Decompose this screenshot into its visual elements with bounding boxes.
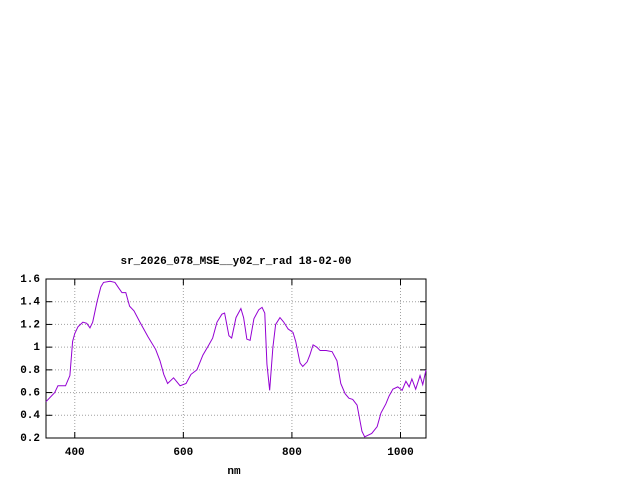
x-tick-label: 800 [282, 447, 302, 459]
y-tick-label: 1 [33, 342, 40, 354]
x-tick-label: 400 [65, 447, 85, 459]
chart-title: sr_2026_078_MSE__y02_r_rad 18-02-00 [120, 256, 351, 268]
y-tick-label: 1.2 [20, 319, 40, 331]
x-axis-label: nm [227, 466, 241, 478]
x-tick-label: 1000 [387, 447, 413, 459]
plot-frame [45, 278, 427, 439]
x-tick-label: 600 [173, 447, 193, 459]
y-tick-label: 0.4 [20, 410, 40, 422]
y-tick-label: 0.6 [20, 387, 40, 399]
y-tick-label: 1.4 [20, 297, 40, 309]
data-line [45, 280, 427, 438]
y-tick-label: 0.2 [20, 433, 40, 445]
y-tick-label: 0.8 [20, 365, 40, 377]
y-tick-label: 1.6 [20, 274, 40, 286]
